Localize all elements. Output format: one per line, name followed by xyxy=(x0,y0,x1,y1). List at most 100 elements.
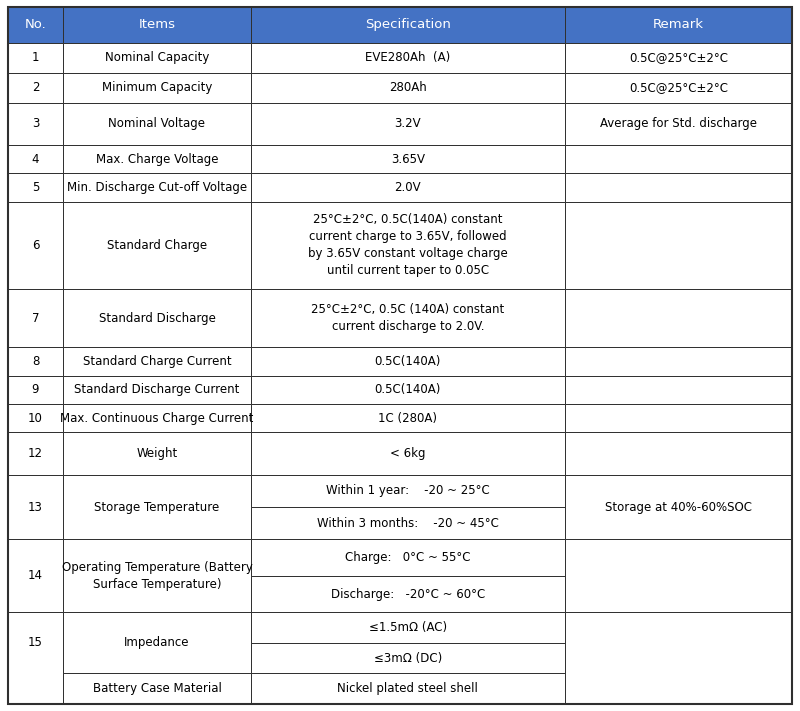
Bar xyxy=(251,7,565,43)
Text: 0.5C@25°C±2°C: 0.5C@25°C±2°C xyxy=(629,51,728,64)
Text: 14: 14 xyxy=(28,570,43,582)
Bar xyxy=(8,145,63,173)
Bar xyxy=(251,404,565,432)
Bar xyxy=(8,540,63,612)
Text: Minimum Capacity: Minimum Capacity xyxy=(102,81,212,95)
Text: 0.5C(140A): 0.5C(140A) xyxy=(374,355,441,368)
Bar xyxy=(63,289,251,348)
Bar xyxy=(8,7,63,43)
Text: EVE280Ah  (A): EVE280Ah (A) xyxy=(366,51,450,64)
Bar xyxy=(565,432,792,475)
Bar xyxy=(8,43,63,73)
Text: 0.5C(140A): 0.5C(140A) xyxy=(374,383,441,397)
Bar xyxy=(251,612,565,643)
Bar xyxy=(251,475,565,507)
Text: Impedance: Impedance xyxy=(124,636,190,649)
Text: 3.2V: 3.2V xyxy=(394,117,421,130)
Bar xyxy=(63,673,251,704)
Bar xyxy=(565,540,792,612)
Text: Within 3 months:    -20 ~ 45°C: Within 3 months: -20 ~ 45°C xyxy=(317,517,498,530)
Text: 3: 3 xyxy=(32,117,39,130)
Text: 25°C±2°C, 0.5C(140A) constant
current charge to 3.65V, followed
by 3.65V constan: 25°C±2°C, 0.5C(140A) constant current ch… xyxy=(308,213,508,277)
Bar xyxy=(251,432,565,475)
Text: Max. Charge Voltage: Max. Charge Voltage xyxy=(96,153,218,166)
Bar xyxy=(8,404,63,432)
Text: Items: Items xyxy=(138,18,175,31)
Bar xyxy=(251,348,565,375)
Bar xyxy=(63,7,251,43)
Text: 2: 2 xyxy=(32,81,39,95)
Bar xyxy=(63,432,251,475)
Bar xyxy=(63,102,251,145)
Text: < 6kg: < 6kg xyxy=(390,447,426,460)
Text: Operating Temperature (Battery
Surface Temperature): Operating Temperature (Battery Surface T… xyxy=(62,561,252,591)
Text: Nominal Capacity: Nominal Capacity xyxy=(105,51,209,64)
Bar xyxy=(63,475,251,540)
Bar xyxy=(63,375,251,404)
Bar xyxy=(8,432,63,475)
Bar xyxy=(251,507,565,540)
Text: 3.65V: 3.65V xyxy=(391,153,425,166)
Text: Standard Discharge Current: Standard Discharge Current xyxy=(74,383,240,397)
Bar xyxy=(63,348,251,375)
Text: 15: 15 xyxy=(28,636,43,649)
Bar xyxy=(8,73,63,102)
Bar xyxy=(8,612,63,704)
Bar xyxy=(63,404,251,432)
Bar xyxy=(565,612,792,704)
Bar xyxy=(251,201,565,289)
Bar xyxy=(565,173,792,201)
Bar xyxy=(8,375,63,404)
Bar xyxy=(251,43,565,73)
Bar xyxy=(251,540,565,576)
Bar xyxy=(8,201,63,289)
Bar xyxy=(63,201,251,289)
Bar xyxy=(565,145,792,173)
Text: Weight: Weight xyxy=(136,447,178,460)
Text: 12: 12 xyxy=(28,447,43,460)
Bar xyxy=(565,7,792,43)
Bar xyxy=(565,73,792,102)
Text: 10: 10 xyxy=(28,412,43,424)
Text: Standard Charge: Standard Charge xyxy=(107,239,207,252)
Bar xyxy=(251,173,565,201)
Text: Nominal Voltage: Nominal Voltage xyxy=(109,117,206,130)
Text: ≤3mΩ (DC): ≤3mΩ (DC) xyxy=(374,651,442,665)
Text: Nickel plated steel shell: Nickel plated steel shell xyxy=(338,682,478,695)
Text: 13: 13 xyxy=(28,501,43,513)
Text: Remark: Remark xyxy=(653,18,704,31)
Text: Specification: Specification xyxy=(365,18,450,31)
Text: Storage at 40%-60%SOC: Storage at 40%-60%SOC xyxy=(605,501,752,513)
Text: Standard Discharge: Standard Discharge xyxy=(98,311,215,325)
Bar xyxy=(63,612,251,673)
Text: Charge:   0°C ~ 55°C: Charge: 0°C ~ 55°C xyxy=(345,551,470,564)
Bar xyxy=(565,43,792,73)
Bar xyxy=(63,173,251,201)
Text: Within 1 year:    -20 ~ 25°C: Within 1 year: -20 ~ 25°C xyxy=(326,484,490,497)
Bar xyxy=(251,289,565,348)
Bar xyxy=(251,145,565,173)
Text: 0.5C@25°C±2°C: 0.5C@25°C±2°C xyxy=(629,81,728,95)
Text: Max. Continuous Charge Current: Max. Continuous Charge Current xyxy=(60,412,254,424)
Text: 5: 5 xyxy=(32,181,39,194)
Text: Average for Std. discharge: Average for Std. discharge xyxy=(600,117,757,130)
Text: Discharge:   -20°C ~ 60°C: Discharge: -20°C ~ 60°C xyxy=(330,587,485,601)
Bar xyxy=(565,289,792,348)
Bar xyxy=(251,643,565,673)
Bar xyxy=(8,348,63,375)
Text: 2.0V: 2.0V xyxy=(394,181,421,194)
Bar xyxy=(565,348,792,375)
Bar xyxy=(565,201,792,289)
Text: 9: 9 xyxy=(32,383,39,397)
Bar xyxy=(251,73,565,102)
Text: 7: 7 xyxy=(32,311,39,325)
Text: 280Ah: 280Ah xyxy=(389,81,426,95)
Text: 6: 6 xyxy=(32,239,39,252)
Bar xyxy=(63,43,251,73)
Text: 1C (280A): 1C (280A) xyxy=(378,412,438,424)
Text: 4: 4 xyxy=(32,153,39,166)
Text: Min. Discharge Cut-off Voltage: Min. Discharge Cut-off Voltage xyxy=(67,181,247,194)
Bar xyxy=(251,576,565,612)
Bar xyxy=(565,475,792,540)
Bar xyxy=(8,102,63,145)
